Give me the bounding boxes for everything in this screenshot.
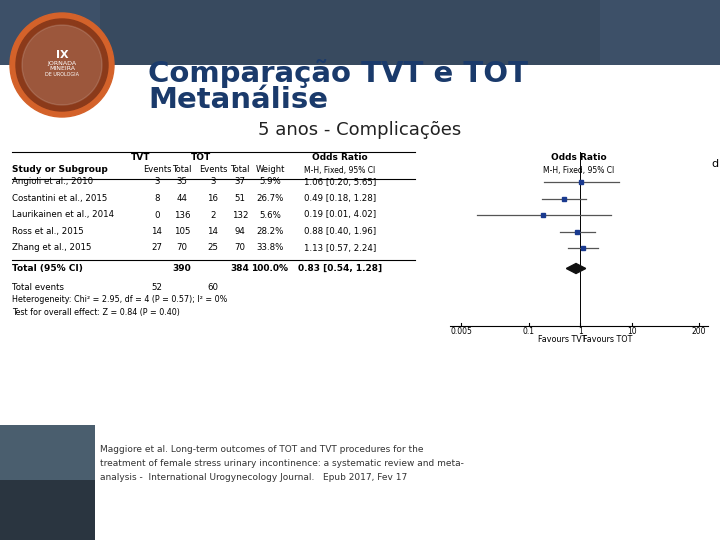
Text: 25: 25 <box>207 244 218 253</box>
Text: Angioli et al., 2010: Angioli et al., 2010 <box>12 178 93 186</box>
Text: 10: 10 <box>627 327 636 336</box>
Text: 14: 14 <box>151 227 163 236</box>
Text: 16: 16 <box>207 194 218 203</box>
Text: 0.19 [0.01, 4.02]: 0.19 [0.01, 4.02] <box>304 211 376 219</box>
Text: Study or Subgroup: Study or Subgroup <box>12 165 108 174</box>
Text: Total: Total <box>172 165 192 174</box>
Text: Events: Events <box>143 165 171 174</box>
Text: 0.1: 0.1 <box>523 327 534 336</box>
Text: 37: 37 <box>235 178 246 186</box>
Text: Maggiore et al. Long-term outcomes of TOT and TVT procedures for the: Maggiore et al. Long-term outcomes of TO… <box>100 446 423 455</box>
Text: M-H, Fixed, 95% CI: M-H, Fixed, 95% CI <box>305 165 376 174</box>
Text: Events: Events <box>199 165 228 174</box>
Text: 94: 94 <box>235 227 246 236</box>
Text: 60: 60 <box>207 282 218 292</box>
Text: M-H, Fixed, 95% CI: M-H, Fixed, 95% CI <box>544 165 615 174</box>
Text: 0.49 [0.18, 1.28]: 0.49 [0.18, 1.28] <box>304 194 376 203</box>
Text: IX: IX <box>55 50 68 60</box>
Text: 136: 136 <box>174 211 190 219</box>
Bar <box>0 480 95 540</box>
Bar <box>0 0 720 65</box>
Text: 1.06 [0.20, 5.65]: 1.06 [0.20, 5.65] <box>304 178 376 186</box>
Text: TOT: TOT <box>191 153 211 163</box>
Text: Favours TOT: Favours TOT <box>583 335 633 345</box>
Text: treatment of female stress urinary incontinence: a systematic review and meta-: treatment of female stress urinary incon… <box>100 460 464 469</box>
Text: Metanálise: Metanálise <box>148 86 328 114</box>
Text: Favours TVT: Favours TVT <box>538 335 586 345</box>
Text: 70: 70 <box>235 244 246 253</box>
Text: 35: 35 <box>176 178 187 186</box>
Text: Total events: Total events <box>12 282 64 292</box>
Text: Costantini et al., 2015: Costantini et al., 2015 <box>12 194 107 203</box>
Text: Odds Ratio: Odds Ratio <box>552 153 607 163</box>
Text: 70: 70 <box>176 244 187 253</box>
Text: 3: 3 <box>210 178 216 186</box>
Text: 44: 44 <box>176 194 187 203</box>
Text: 5.9%: 5.9% <box>259 178 281 186</box>
Text: 26.7%: 26.7% <box>256 194 284 203</box>
Text: d: d <box>711 159 718 169</box>
Text: 390: 390 <box>173 264 192 273</box>
Circle shape <box>22 25 102 105</box>
Text: 5.6%: 5.6% <box>259 211 281 219</box>
Polygon shape <box>567 264 585 273</box>
Text: TVT: TVT <box>131 153 150 163</box>
Text: analysis -  International Urogynecology Journal.   Epub 2017, Fev 17: analysis - International Urogynecology J… <box>100 474 408 483</box>
Bar <box>541 213 545 217</box>
Bar <box>100 0 600 65</box>
Text: Odds Ratio: Odds Ratio <box>312 153 368 163</box>
Text: Laurikainen et al., 2014: Laurikainen et al., 2014 <box>12 211 114 219</box>
Bar <box>575 230 580 233</box>
Text: 200: 200 <box>692 327 706 336</box>
Text: Ross et al., 2015: Ross et al., 2015 <box>12 227 84 236</box>
Text: 33.8%: 33.8% <box>256 244 284 253</box>
Text: 1.13 [0.57, 2.24]: 1.13 [0.57, 2.24] <box>304 244 376 253</box>
Text: Zhang et al., 2015: Zhang et al., 2015 <box>12 244 91 253</box>
Text: Total (95% CI): Total (95% CI) <box>12 264 83 273</box>
Text: 2: 2 <box>210 211 216 219</box>
Text: 0.83 [0.54, 1.28]: 0.83 [0.54, 1.28] <box>298 264 382 273</box>
Text: Heterogeneity: Chi² = 2.95, df = 4 (P = 0.57); I² = 0%: Heterogeneity: Chi² = 2.95, df = 4 (P = … <box>12 295 228 304</box>
Text: 27: 27 <box>151 244 163 253</box>
Bar <box>562 197 566 200</box>
Text: 8: 8 <box>154 194 160 203</box>
Bar <box>581 246 585 250</box>
Circle shape <box>16 19 108 111</box>
Text: JORNADA: JORNADA <box>48 60 76 65</box>
Text: 0.88 [0.40, 1.96]: 0.88 [0.40, 1.96] <box>304 227 376 236</box>
Text: 0: 0 <box>154 211 160 219</box>
Text: 100.0%: 100.0% <box>251 264 289 273</box>
Text: Weight: Weight <box>256 165 284 174</box>
Bar <box>0 425 95 480</box>
Text: Comparação TVT e TOT: Comparação TVT e TOT <box>148 59 528 89</box>
Text: 1: 1 <box>578 327 582 336</box>
Text: 384: 384 <box>230 264 249 273</box>
Text: 14: 14 <box>207 227 218 236</box>
Text: 5 anos - Complicações: 5 anos - Complicações <box>258 121 462 139</box>
Text: Test for overall effect: Z = 0.84 (P = 0.40): Test for overall effect: Z = 0.84 (P = 0… <box>12 307 180 316</box>
Text: 51: 51 <box>235 194 246 203</box>
Text: MINEIRA: MINEIRA <box>49 66 75 71</box>
Text: 3: 3 <box>154 178 160 186</box>
Text: 132: 132 <box>232 211 248 219</box>
Text: 52: 52 <box>151 282 163 292</box>
Text: DE UROLOGIA: DE UROLOGIA <box>45 72 79 78</box>
Circle shape <box>10 13 114 117</box>
Bar <box>0 65 720 540</box>
Text: Total: Total <box>230 165 250 174</box>
Text: 0.005: 0.005 <box>451 327 472 336</box>
Text: 105: 105 <box>174 227 190 236</box>
Text: 28.2%: 28.2% <box>256 227 284 236</box>
Bar <box>580 180 583 184</box>
